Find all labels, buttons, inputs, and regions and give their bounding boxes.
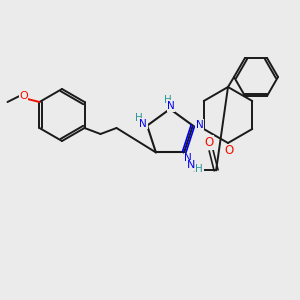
Text: N: N xyxy=(167,101,175,111)
Text: O: O xyxy=(224,145,234,158)
Text: H: H xyxy=(164,95,172,105)
Text: N: N xyxy=(184,153,192,164)
Text: N: N xyxy=(139,118,147,129)
Text: O: O xyxy=(205,136,214,149)
Text: N: N xyxy=(196,120,204,130)
Text: O: O xyxy=(19,91,28,101)
Text: H: H xyxy=(195,164,203,174)
Text: N: N xyxy=(187,160,195,170)
Text: H: H xyxy=(135,112,143,123)
